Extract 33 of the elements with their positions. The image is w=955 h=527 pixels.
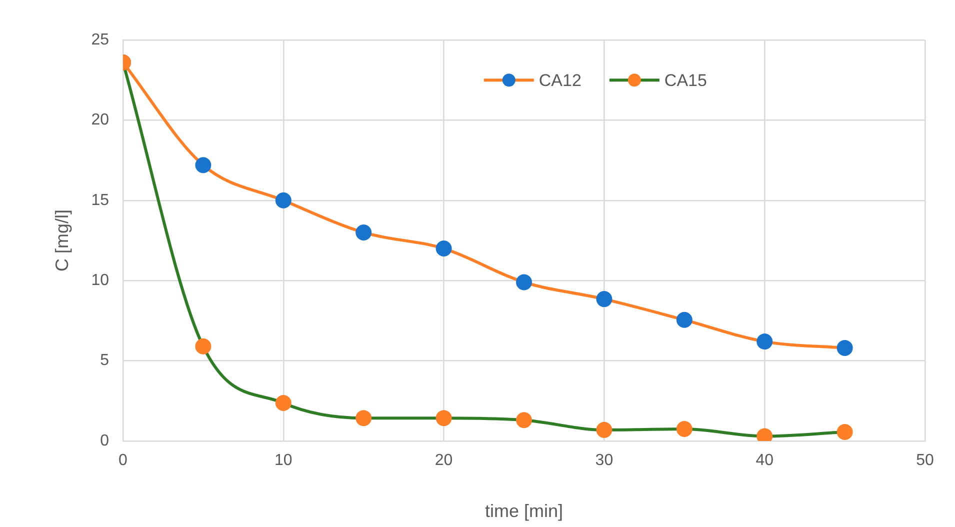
y-tick-label: 20	[91, 112, 110, 129]
y-tick-label: 5	[100, 352, 110, 370]
point	[356, 410, 372, 426]
point	[836, 424, 853, 440]
y-tick-label: 15	[91, 192, 110, 209]
point	[356, 224, 372, 240]
x-tick-label: 50	[916, 452, 934, 470]
x-axis-title: time [min]	[484, 501, 564, 522]
legend-label: CA15	[664, 70, 707, 90]
y-tick-label: 0	[100, 432, 110, 450]
point	[836, 340, 853, 356]
point	[596, 291, 612, 308]
point	[436, 410, 452, 426]
x-tick-label: 20	[434, 452, 453, 470]
y-axis-title: C [mg/l]	[52, 209, 72, 272]
x-tick-label: 10	[274, 452, 292, 470]
point	[756, 334, 773, 350]
x-tick-label: 40	[756, 452, 774, 470]
legend-label: CA12	[538, 70, 582, 90]
point	[516, 412, 532, 428]
y-tick-label: 25	[91, 31, 110, 48]
point	[676, 420, 692, 437]
y-tick-label: 10	[91, 272, 110, 290]
point	[516, 274, 532, 290]
point	[275, 394, 292, 411]
point	[676, 312, 692, 328]
point	[436, 240, 452, 257]
point	[195, 338, 212, 354]
x-tick-label: 0	[118, 452, 128, 470]
point	[275, 192, 292, 208]
point	[596, 422, 612, 438]
point	[195, 157, 212, 174]
x-tick-label: 30	[595, 452, 614, 470]
